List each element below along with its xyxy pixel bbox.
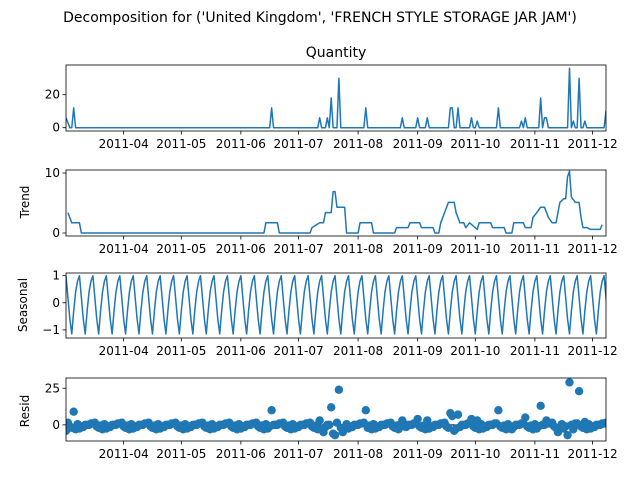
- y-tick-label: 0: [52, 296, 60, 310]
- x-tick-label: 2011-11: [510, 242, 560, 256]
- x-tick-label: 2011-07: [273, 447, 323, 461]
- resid-point: [267, 406, 276, 415]
- x-tick-label: 2011-10: [450, 242, 500, 256]
- x-tick-label: 2011-11: [510, 447, 560, 461]
- x-tick-label: 2011-05: [156, 137, 206, 151]
- x-tick-label: 2011-07: [273, 137, 323, 151]
- y-tick-label: 0: [52, 226, 60, 240]
- x-tick-label: 2011-06: [216, 242, 266, 256]
- series-line: [67, 170, 603, 234]
- resid-point: [315, 416, 324, 425]
- series-line: [66, 67, 606, 129]
- x-tick-label: 2011-09: [393, 242, 443, 256]
- resid-point: [361, 406, 370, 415]
- resid-point: [494, 406, 503, 415]
- series-marks: [66, 67, 606, 129]
- x-tick-label: 2011-08: [333, 344, 383, 358]
- axes-frame: [65, 272, 607, 339]
- subplot-trend: Trend 0 10 2011-04 2011-05 2011-06 2011-07 201…: [18, 166, 618, 256]
- plot-area: 0 20 2011-04 2011-05 2011-06 2011-07 2011-08 20…: [45, 64, 618, 151]
- subplot-quantity: Quantity 0 20 2011-04 2011-05 2011-06 2011-07…: [45, 45, 618, 151]
- resid-point: [330, 430, 340, 440]
- plot-area: 0 10 2011-04 2011-05 2011-06 2011-07 2011-08 20…: [45, 166, 618, 256]
- x-tick-label: 2011-07: [273, 242, 323, 256]
- x-tick-label: 2011-11: [510, 344, 560, 358]
- series-marks: [66, 378, 606, 440]
- x-tick-label: 2011-09: [393, 344, 443, 358]
- x-tick-label: 2011-06: [216, 447, 266, 461]
- resid-point: [563, 430, 572, 440]
- resid-point: [536, 401, 545, 411]
- x-tick-label: 2011-11: [510, 137, 560, 151]
- series-line: [66, 274, 606, 335]
- x-tick-label: 2011-04: [99, 447, 149, 461]
- x-tick-label: 2011-12: [567, 137, 617, 151]
- y-axis-label: Resid: [18, 395, 32, 427]
- subplot-title: Quantity: [306, 45, 367, 61]
- resid-point: [327, 403, 336, 412]
- resid-point: [325, 420, 334, 430]
- x-tick-label: 2011-08: [333, 242, 383, 256]
- y-tick-label: 25: [45, 381, 60, 395]
- y-axis-label: Seasonal: [16, 278, 30, 332]
- resid-point: [413, 414, 422, 424]
- x-tick-label: 2011-12: [567, 242, 617, 256]
- figure-suptitle: Decomposition for ('United Kingdom', 'FR…: [63, 10, 577, 26]
- x-tick-label: 2011-10: [450, 447, 500, 461]
- y-tick-label: 0: [52, 418, 60, 432]
- x-tick-label: 2011-04: [99, 344, 149, 358]
- x-tick-label: 2011-12: [567, 344, 617, 358]
- x-tick-label: 2011-10: [450, 344, 500, 358]
- resid-point: [69, 407, 78, 416]
- resid-point: [334, 385, 344, 394]
- axes-frame: [65, 377, 607, 442]
- x-tick-label: 2011-08: [333, 447, 383, 461]
- axes-frame: [65, 169, 607, 237]
- y-tick-label: 0: [52, 121, 60, 135]
- x-tick-label: 2011-09: [393, 137, 443, 151]
- x-tick-label: 2011-04: [99, 137, 149, 151]
- x-tick-label: 2011-06: [216, 137, 266, 151]
- x-tick-label: 2011-07: [273, 344, 323, 358]
- resid-point: [453, 410, 463, 419]
- axes-frame: [65, 64, 607, 132]
- x-tick-label: 2011-08: [333, 137, 383, 151]
- plot-area: −1 0 1 2011-04 2011-05 2011-06 2011-07 2011-08 2…: [42, 269, 617, 358]
- resid-point: [565, 378, 574, 387]
- x-tick-label: 2011-05: [156, 242, 206, 256]
- x-tick-label: 2011-05: [156, 447, 206, 461]
- y-tick-label: 10: [45, 166, 60, 180]
- x-tick-label: 2011-05: [156, 344, 206, 358]
- resid-point: [574, 386, 584, 396]
- x-tick-label: 2011-06: [216, 344, 266, 358]
- y-tick-label: 1: [52, 269, 60, 283]
- x-tick-label: 2011-09: [393, 447, 443, 461]
- x-tick-label: 2011-12: [567, 447, 617, 461]
- x-tick-label: 2011-10: [450, 137, 500, 151]
- y-tick-label: 20: [45, 88, 60, 102]
- resid-point: [521, 413, 530, 422]
- series-marks: [66, 274, 606, 335]
- subplot-resid: Resid 0 25 2011-04 2011-05 2011-06 2011-07 201…: [18, 377, 618, 461]
- series-marks: [67, 170, 603, 234]
- x-tick-label: 2011-04: [99, 242, 149, 256]
- y-axis-label: Trend: [18, 186, 32, 220]
- resid-point: [601, 418, 606, 427]
- subplot-seasonal: Seasonal −1 0 1 2011-04 2011-05 2011-06 2011-0…: [16, 269, 618, 358]
- y-tick-label: −1: [42, 323, 60, 337]
- plot-area: 0 25 2011-04 2011-05 2011-06 2011-07 2011-08 20…: [45, 377, 618, 461]
